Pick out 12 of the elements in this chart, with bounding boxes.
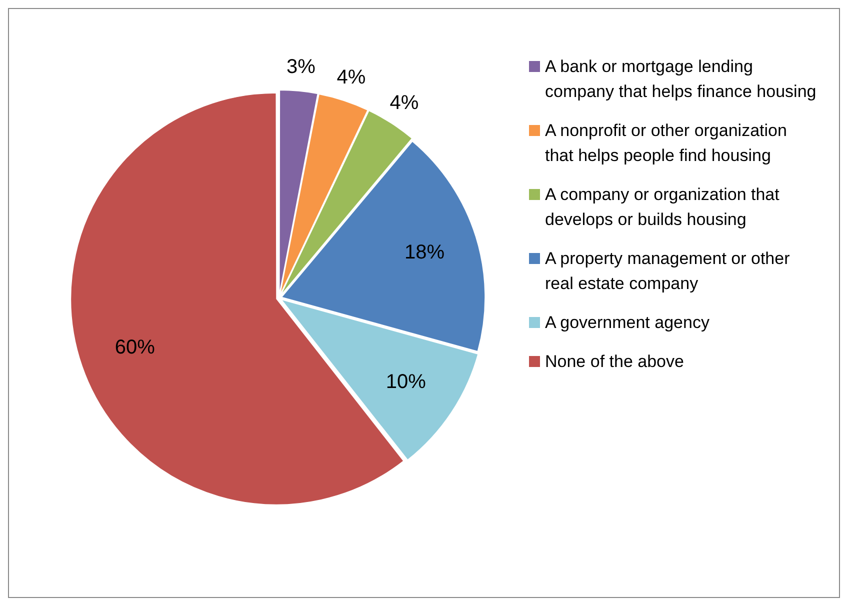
- legend-label: None of the above: [545, 351, 684, 373]
- legend-label: A government agency: [545, 312, 710, 334]
- legend-label: A nonprofit or other organization that helps people find housing: [545, 120, 788, 167]
- data-label: 10%: [386, 370, 426, 393]
- data-label: 4%: [336, 66, 366, 89]
- data-label: 60%: [114, 336, 156, 358]
- data-label: 18%: [404, 241, 445, 264]
- data-label: 3%: [286, 56, 316, 78]
- data-label: 4%: [390, 92, 419, 114]
- legend-label: A property management or other real estate company: [545, 248, 791, 295]
- legend-label: A bank or mortgage lending company that helps finance housing: [545, 56, 818, 103]
- legend-label: A company or organization that develops or builds housing: [545, 184, 780, 231]
